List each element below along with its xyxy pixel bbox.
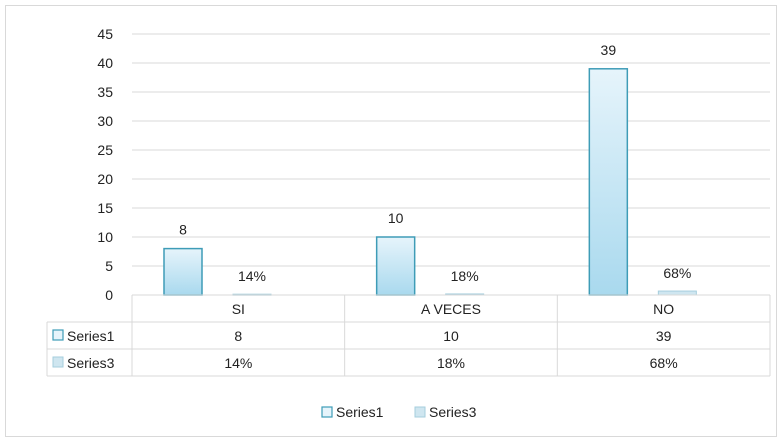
y-tick-label: 30: [97, 113, 113, 129]
data-label-series3: 18%: [451, 268, 479, 284]
y-tick-label: 40: [97, 55, 113, 71]
legend-key-series3: [414, 406, 426, 418]
data-table: SI 8 14% A VECES 10 18% NO 39 68% Series1 Series3: [46, 294, 771, 377]
bar-series1-1: [163, 247, 203, 296]
y-tick-label: 25: [97, 142, 113, 158]
table-key-series1: [52, 329, 64, 341]
table-row-header-series3: Series3: [67, 355, 115, 371]
y-tick-label: 0: [105, 287, 113, 303]
legend-label-series1: Series1: [336, 404, 384, 420]
table-cell-series1: 8: [234, 328, 242, 344]
bar-series1-3: [588, 68, 629, 296]
table-cell-series3: 68%: [650, 355, 678, 371]
table-cell-series1: 10: [443, 328, 459, 344]
y-tick-label: 20: [97, 171, 113, 187]
chart-area: 0 5 10 15 20 25 30 35 40 45 8 14% 10 18% 39 68% SI 8 14%…: [5, 5, 777, 437]
table-cell-series1: 39: [656, 328, 672, 344]
bar-series3-3: [657, 290, 697, 296]
table-cell-series3: 18%: [437, 355, 465, 371]
bar-series1-2: [375, 236, 416, 296]
y-axis-ticks: 0 5 10 15 20 25 30 35 40 45: [97, 26, 113, 303]
y-tick-label: 45: [97, 26, 113, 42]
table-key-series3: [52, 356, 64, 368]
table-cell-series3: 14%: [224, 355, 252, 371]
y-tick-label: 15: [97, 200, 113, 216]
data-labels: 8 14% 10 18% 39 68%: [179, 42, 691, 284]
data-label-series3: 14%: [238, 268, 266, 284]
legend: Series1 Series3: [321, 404, 477, 420]
legend-label-series3: Series3: [429, 404, 477, 420]
category-label: A VECES: [421, 301, 481, 317]
data-label-series1: 39: [601, 42, 617, 58]
bars: [163, 68, 697, 296]
table-row-header-series1: Series1: [67, 328, 115, 344]
category-label: NO: [653, 301, 674, 317]
gridlines: [132, 33, 770, 267]
data-label-series1: 8: [179, 222, 187, 238]
category-label: SI: [232, 301, 245, 317]
data-label-series3: 68%: [663, 265, 691, 281]
y-tick-label: 35: [97, 84, 113, 100]
data-label-series1: 10: [388, 210, 404, 226]
y-tick-label: 5: [105, 258, 113, 274]
legend-key-series1: [321, 406, 333, 418]
y-tick-label: 10: [97, 229, 113, 245]
